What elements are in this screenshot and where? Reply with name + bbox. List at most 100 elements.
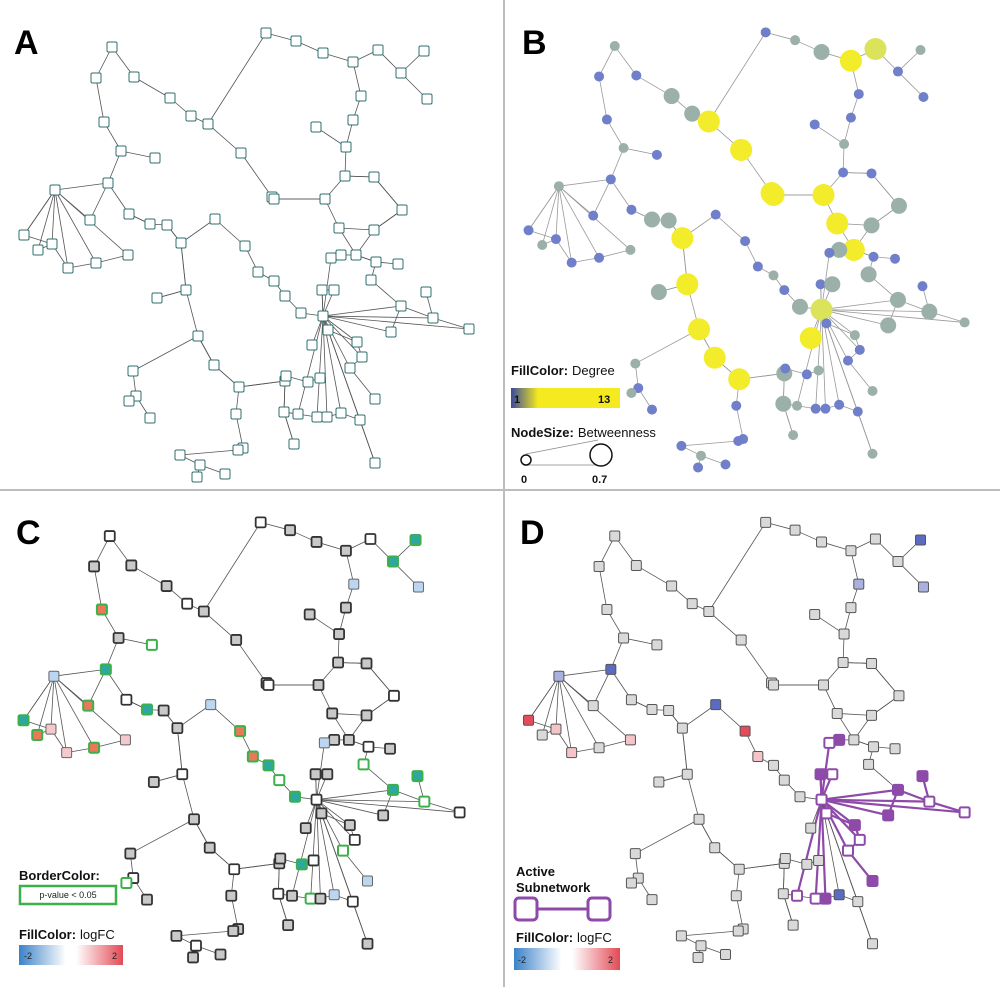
network-node[interactable]	[917, 581, 929, 593]
network-node[interactable]	[160, 580, 173, 592]
network-node[interactable]	[890, 197, 907, 214]
network-node[interactable]	[90, 72, 102, 84]
network-node[interactable]	[299, 822, 312, 834]
network-node[interactable]	[788, 430, 799, 441]
network-node[interactable]	[675, 930, 687, 942]
network-node[interactable]	[695, 940, 707, 952]
network-node[interactable]	[889, 743, 901, 755]
network-node[interactable]	[812, 184, 835, 207]
network-node[interactable]	[740, 236, 751, 247]
network-node[interactable]	[630, 358, 641, 369]
network-node[interactable]	[106, 41, 118, 53]
network-node[interactable]	[805, 822, 817, 834]
network-node[interactable]	[262, 679, 275, 691]
network-node[interactable]	[360, 657, 373, 670]
network-node[interactable]	[370, 256, 382, 268]
network-node[interactable]	[810, 403, 821, 414]
network-node[interactable]	[842, 238, 865, 261]
network-node[interactable]	[813, 43, 830, 60]
network-node[interactable]	[618, 632, 630, 644]
network-node[interactable]	[681, 768, 693, 780]
network-node[interactable]	[779, 852, 791, 864]
network-node[interactable]	[918, 92, 929, 103]
network-node[interactable]	[869, 533, 881, 545]
network-node[interactable]	[396, 204, 408, 216]
network-node[interactable]	[232, 444, 244, 456]
network-node[interactable]	[848, 819, 861, 832]
network-node[interactable]	[123, 395, 135, 407]
network-node[interactable]	[321, 768, 334, 781]
network-node[interactable]	[209, 213, 221, 225]
network-node[interactable]	[328, 734, 341, 746]
network-node[interactable]	[395, 67, 407, 79]
network-node[interactable]	[693, 813, 705, 825]
network-node[interactable]	[319, 193, 331, 205]
network-node[interactable]	[102, 177, 114, 189]
network-node[interactable]	[823, 736, 836, 749]
network-node[interactable]	[364, 533, 377, 545]
network-node[interactable]	[317, 47, 329, 59]
network-node[interactable]	[180, 284, 192, 296]
network-node[interactable]	[340, 544, 352, 557]
network-node[interactable]	[90, 257, 102, 269]
network-node[interactable]	[314, 372, 326, 384]
network-node[interactable]	[192, 330, 204, 342]
network-node[interactable]	[848, 734, 860, 746]
network-node[interactable]	[274, 852, 287, 865]
network-node[interactable]	[752, 751, 764, 763]
network-node[interactable]	[688, 318, 711, 341]
network-node[interactable]	[176, 768, 189, 781]
network-node[interactable]	[624, 734, 636, 746]
network-node[interactable]	[760, 516, 772, 528]
network-node[interactable]	[290, 35, 302, 47]
network-node[interactable]	[801, 858, 813, 870]
network-node[interactable]	[842, 844, 854, 857]
network-node[interactable]	[768, 759, 780, 771]
network-node[interactable]	[164, 92, 176, 104]
network-node[interactable]	[666, 580, 678, 592]
network-node[interactable]	[815, 279, 826, 290]
network-node[interactable]	[225, 889, 238, 902]
network-node[interactable]	[536, 729, 548, 741]
network-node[interactable]	[893, 690, 905, 702]
network-node[interactable]	[775, 395, 792, 412]
network-node[interactable]	[593, 742, 605, 754]
network-node[interactable]	[814, 768, 827, 781]
network-node[interactable]	[175, 237, 187, 249]
network-node[interactable]	[144, 412, 156, 424]
network-node[interactable]	[587, 700, 599, 712]
network-node[interactable]	[791, 889, 804, 902]
network-node[interactable]	[686, 598, 698, 610]
network-node[interactable]	[388, 689, 400, 702]
network-node[interactable]	[147, 776, 160, 788]
network-node[interactable]	[891, 783, 904, 796]
network-node[interactable]	[348, 578, 360, 590]
network-node[interactable]	[219, 468, 231, 480]
network-node[interactable]	[369, 457, 381, 469]
network-node[interactable]	[799, 327, 822, 350]
network-node[interactable]	[17, 714, 30, 727]
network-node[interactable]	[813, 365, 824, 376]
network-node[interactable]	[348, 833, 361, 846]
network-node[interactable]	[317, 310, 329, 322]
network-node[interactable]	[703, 606, 715, 618]
network-node[interactable]	[921, 303, 938, 320]
network-node[interactable]	[453, 806, 466, 819]
network-node[interactable]	[235, 147, 247, 159]
network-node[interactable]	[141, 703, 153, 716]
network-node[interactable]	[760, 27, 771, 38]
network-node[interactable]	[867, 386, 878, 397]
network-node[interactable]	[420, 286, 432, 298]
network-node[interactable]	[99, 663, 112, 676]
network-node[interactable]	[286, 889, 298, 902]
network-node[interactable]	[325, 252, 337, 264]
network-node[interactable]	[778, 774, 790, 786]
network-node[interactable]	[732, 925, 744, 937]
network-node[interactable]	[566, 257, 577, 268]
network-node[interactable]	[362, 875, 373, 887]
network-node[interactable]	[346, 895, 359, 908]
network-node[interactable]	[421, 93, 433, 105]
network-node[interactable]	[120, 876, 133, 889]
network-node[interactable]	[837, 656, 849, 668]
network-node[interactable]	[272, 887, 285, 900]
